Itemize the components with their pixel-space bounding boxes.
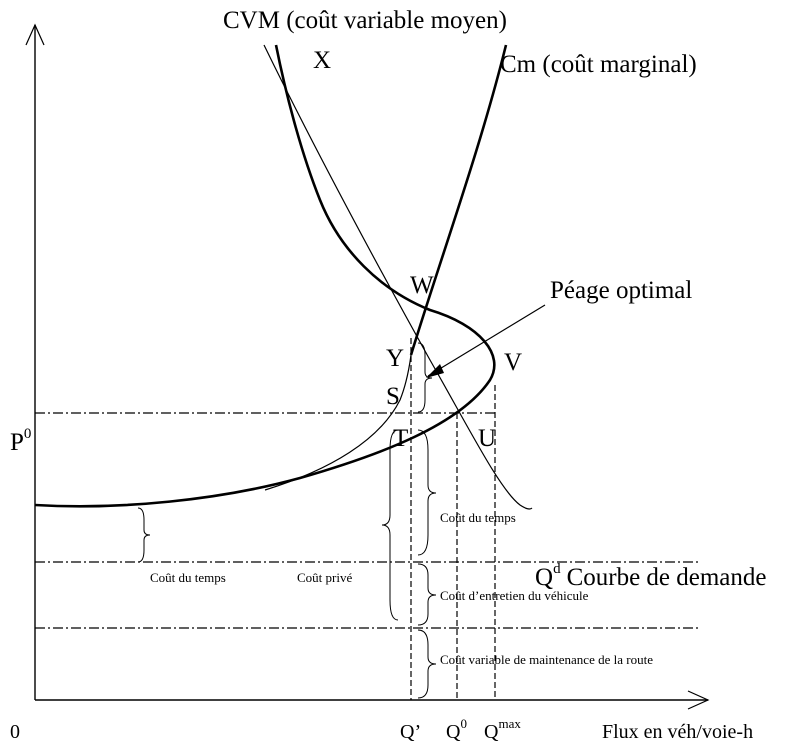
q-prime-label: Q’ bbox=[400, 721, 421, 743]
peage-arrow bbox=[426, 304, 546, 378]
point-s: S bbox=[386, 383, 400, 410]
point-w: W bbox=[410, 272, 434, 299]
point-y: Y bbox=[386, 345, 404, 372]
axes bbox=[25, 23, 710, 710]
peage-label: Péage optimal bbox=[550, 277, 692, 304]
demand-curve bbox=[263, 44, 533, 510]
p0-label: P0 bbox=[10, 426, 31, 456]
curves bbox=[34, 44, 533, 510]
cm-curve bbox=[409, 44, 508, 356]
cm-label: Cm (coût marginal) bbox=[500, 51, 697, 78]
cvm-label: CVM (coût variable moyen) bbox=[223, 7, 507, 34]
point-v: V bbox=[504, 349, 522, 376]
cout-prive: Coût privé bbox=[297, 570, 352, 585]
cvm-curve bbox=[34, 44, 496, 508]
cout-temps-left: Coût du temps bbox=[150, 570, 226, 585]
point-x: X bbox=[313, 47, 331, 74]
reference-lines bbox=[35, 338, 700, 700]
q0-label: Q0 bbox=[446, 716, 467, 743]
entretien-label: Coût d’entretien du véhicule bbox=[440, 588, 589, 603]
x-axis-label: Flux en véh/voie-h bbox=[602, 721, 753, 743]
cout-temps-right: Coût du temps bbox=[440, 510, 516, 525]
braces bbox=[137, 342, 437, 699]
qmax-label: Qmax bbox=[484, 716, 521, 743]
origin-label: 0 bbox=[10, 721, 20, 743]
point-u: U bbox=[478, 425, 496, 452]
point-t: T bbox=[393, 425, 408, 452]
demand-label: Qd Courbe de demande bbox=[535, 561, 767, 591]
maintenance-label: Coût variable de maintenance de la route bbox=[440, 652, 653, 667]
cm-lower bbox=[264, 354, 412, 491]
